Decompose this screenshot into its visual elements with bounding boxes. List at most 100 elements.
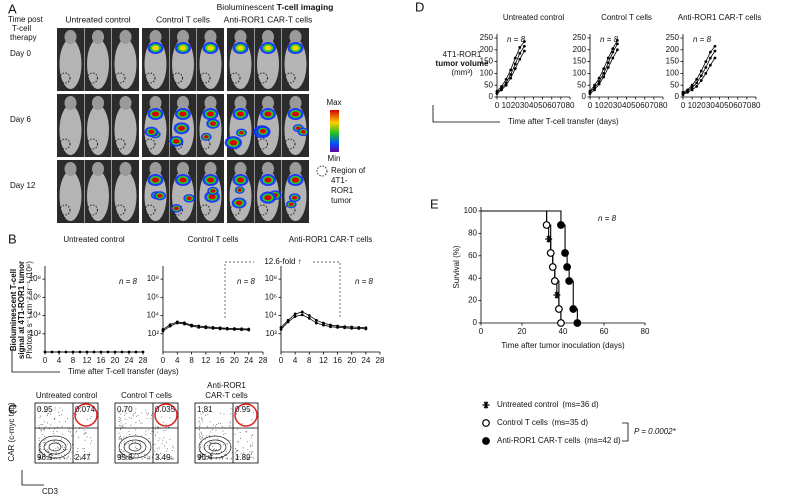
point [350, 326, 354, 330]
x-axis-label: CD3 [42, 487, 59, 496]
event-dot [52, 431, 54, 433]
event-dot [39, 455, 41, 457]
event-dot [199, 437, 201, 439]
event-dot [119, 445, 121, 447]
event-dot [122, 424, 124, 426]
x-tick-label: 50 [631, 101, 640, 110]
point [522, 44, 526, 48]
event-dot [165, 455, 167, 457]
signal [237, 45, 244, 51]
plot-title: Anti-ROR1 [207, 381, 246, 390]
event-dot [87, 454, 89, 456]
event-dot [242, 453, 244, 455]
event-dot [66, 448, 68, 450]
x-tick-label: 0 [479, 327, 484, 336]
point [686, 90, 689, 94]
event-dot [207, 455, 209, 457]
event-dot [154, 435, 156, 437]
event-dot [53, 449, 55, 451]
point [695, 84, 699, 88]
event-dot [209, 455, 211, 457]
event-dot [200, 431, 202, 433]
event-dot [59, 458, 60, 460]
event-dot [126, 456, 128, 458]
signal [152, 45, 159, 51]
event-dot [39, 446, 41, 448]
signal [179, 45, 187, 51]
flow-box [114, 402, 179, 464]
event-dot [147, 457, 149, 459]
event-dot [90, 442, 91, 444]
point [708, 63, 712, 67]
event-dot [39, 456, 41, 458]
annotation: n = 8 [507, 35, 526, 44]
event-dot [128, 458, 130, 460]
mouse-head [64, 30, 77, 44]
event-dot [125, 407, 127, 409]
event-dot [56, 446, 58, 448]
x-tick-label: 60 [600, 327, 609, 336]
event-dot [56, 441, 58, 443]
event-dot [201, 417, 203, 419]
event-dot [240, 453, 242, 455]
event-dot [123, 411, 125, 413]
y-tick-label: 10² [147, 329, 159, 338]
point [500, 88, 503, 92]
mouse-body [114, 39, 137, 89]
event-dot [212, 424, 214, 426]
point [611, 50, 615, 54]
event-dot [132, 458, 134, 460]
panel-label: E [430, 196, 439, 211]
event-dot [252, 445, 254, 447]
event-dot [89, 452, 91, 454]
event-dot [118, 421, 120, 423]
event-dot [76, 451, 78, 452]
event-dot [42, 442, 44, 443]
tumor-region [199, 138, 211, 150]
event-dot [121, 456, 123, 457]
event-dot [253, 458, 254, 460]
event-dot [122, 436, 124, 438]
event-dot [245, 458, 247, 460]
legend-text: Region of [331, 166, 366, 175]
marker [565, 277, 574, 285]
point [593, 86, 596, 89]
x-tick-label: 10 [502, 101, 511, 110]
point [606, 66, 610, 69]
event-dot [85, 432, 87, 434]
x-tick-label: 60 [640, 101, 649, 110]
event-dot [239, 432, 241, 434]
event-dot [81, 458, 82, 460]
y-tick-label: 0 [489, 92, 494, 101]
y-tick-label: 150 [480, 57, 494, 66]
mouse-body [114, 105, 137, 155]
signal [235, 200, 243, 206]
event-dot [224, 432, 226, 434]
x-tick-label: 0 [681, 101, 686, 110]
event-dot [141, 435, 143, 437]
mouse-head [262, 96, 274, 110]
y-tick-label: 10⁴ [29, 311, 42, 320]
x-tick-label: 24 [244, 356, 253, 365]
x-tick-label: 24 [125, 356, 134, 365]
signal [152, 177, 159, 183]
event-dot [149, 458, 151, 460]
x-tick-label: 4 [57, 356, 62, 365]
event-dot [53, 428, 55, 430]
point [597, 82, 601, 86]
event-dot [137, 456, 139, 457]
event-dot [171, 445, 173, 447]
y-tick-label: 10⁶ [265, 292, 277, 301]
event-dot [242, 447, 244, 449]
event-dot [200, 452, 202, 454]
mouse-head [64, 162, 77, 176]
event-dot [136, 448, 137, 450]
event-dot [79, 407, 81, 409]
scale-max: Max [326, 98, 341, 107]
event-dot [225, 453, 227, 455]
point [611, 47, 615, 51]
y-tick-label: 250 [480, 33, 494, 42]
point [495, 92, 499, 95]
event-dot [46, 406, 48, 408]
event-dot [160, 410, 162, 412]
